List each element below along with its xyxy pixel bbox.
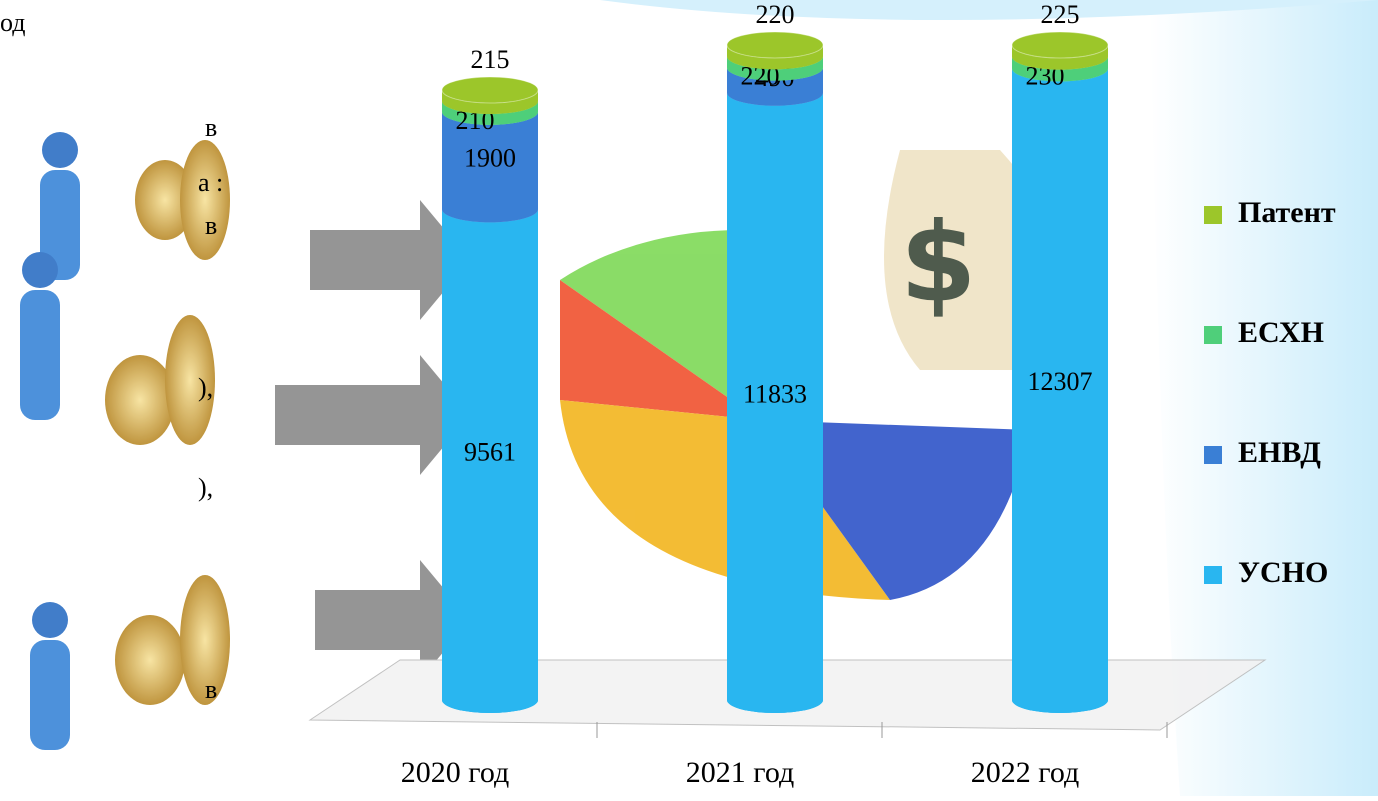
data-label: 12307 bbox=[1028, 367, 1093, 396]
legend-label: ЕСХН bbox=[1238, 316, 1324, 349]
background-accent bbox=[600, 0, 1378, 20]
background-accent bbox=[1150, 0, 1378, 796]
x-tick-label: 2020 год bbox=[401, 756, 509, 789]
cylinder-cap bbox=[726, 31, 824, 59]
side-text: ), bbox=[198, 373, 213, 402]
legend-swatch bbox=[1204, 206, 1222, 224]
data-label: 215 bbox=[471, 45, 510, 74]
side-text: в bbox=[205, 113, 217, 142]
side-text: а : bbox=[198, 168, 223, 197]
side-text: в bbox=[205, 675, 217, 704]
side-text: ), bbox=[198, 473, 213, 502]
cylinder-cap bbox=[441, 76, 539, 104]
legend-swatch bbox=[1204, 566, 1222, 584]
legend-swatch bbox=[1204, 326, 1222, 344]
legend-label: ЕНВД bbox=[1238, 436, 1321, 469]
cylinder-shade bbox=[727, 92, 823, 714]
cylinder-shade bbox=[727, 45, 823, 70]
data-label: 225 bbox=[1041, 0, 1080, 29]
data-label: 11833 bbox=[743, 379, 807, 408]
cylinder-shade bbox=[1012, 68, 1108, 713]
cylinder-shade bbox=[442, 111, 538, 223]
data-label: 9561 bbox=[464, 438, 516, 467]
data-label: 1900 bbox=[464, 144, 516, 173]
legend-label: Патент bbox=[1238, 196, 1336, 229]
cylinder-cap bbox=[1011, 31, 1109, 59]
side-text: од bbox=[0, 8, 25, 37]
svg-text:$: $ bbox=[900, 198, 977, 326]
x-tick-label: 2021 год bbox=[686, 756, 794, 789]
data-label: 220 bbox=[756, 0, 795, 29]
cylinder-shade bbox=[727, 56, 823, 81]
cylinder-shade bbox=[1012, 56, 1108, 82]
cylinder-shade bbox=[442, 90, 538, 115]
side-text: в bbox=[205, 211, 217, 240]
cylinder-shade bbox=[442, 209, 538, 714]
cylinder-shade bbox=[442, 101, 538, 125]
legend-label: УСНО bbox=[1238, 556, 1328, 589]
cylinder-shade bbox=[1012, 45, 1108, 70]
x-tick-label: 2022 год bbox=[971, 756, 1079, 789]
cylinder-shade bbox=[727, 67, 823, 106]
legend-swatch bbox=[1204, 446, 1222, 464]
